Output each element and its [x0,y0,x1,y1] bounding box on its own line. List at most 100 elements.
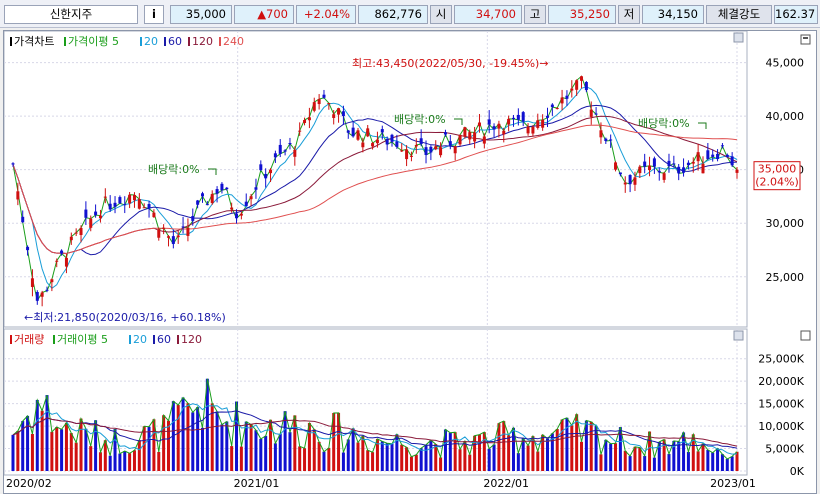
volume-bar[interactable] [594,426,598,471]
volume-bar[interactable] [366,450,370,471]
volume-bar[interactable] [390,443,394,471]
candle-body[interactable] [220,183,224,191]
volume-bar[interactable] [11,434,15,471]
candle-body[interactable] [623,182,627,185]
candle-body[interactable] [439,147,443,156]
volume-bar[interactable] [492,444,496,471]
volume-bar[interactable] [473,435,477,471]
volume-bar[interactable] [351,428,355,471]
volume-bar[interactable] [419,448,423,471]
volume-bar[interactable] [89,446,93,471]
candle-body[interactable] [361,142,365,148]
candle-body[interactable] [614,162,618,170]
volume-bar[interactable] [40,410,44,471]
maximize-price-panel-icon[interactable] [800,34,811,45]
candle-body[interactable] [142,207,146,209]
price-legend-label[interactable]: 60 [168,35,182,48]
candle-body[interactable] [191,216,195,221]
volume-bar[interactable] [273,443,277,471]
candle-body[interactable] [181,226,185,228]
candle-body[interactable] [278,144,282,154]
volume-bar[interactable] [380,441,384,471]
candle-body[interactable] [16,191,20,200]
candle-body[interactable] [210,194,214,204]
volume-bar[interactable] [643,455,647,471]
volume-bar[interactable] [672,440,676,471]
volume-bar[interactable] [429,440,433,471]
candle-body[interactable] [395,141,399,147]
volume-bar[interactable] [375,438,379,471]
candle-body[interactable] [283,150,287,152]
volume-bar[interactable] [497,423,501,471]
candle-body[interactable] [560,97,564,104]
volume-bar[interactable] [604,439,608,471]
volume-bar[interactable] [137,440,141,471]
candle-body[interactable] [89,218,93,228]
volume-bar[interactable] [191,412,195,471]
candle-body[interactable] [526,126,530,134]
candle-body[interactable] [132,195,136,201]
candle-body[interactable] [516,114,520,120]
candle-body[interactable] [711,154,715,157]
volume-bar[interactable] [298,446,302,471]
candle-body[interactable] [672,163,676,165]
candle-body[interactable] [443,132,447,135]
candle-body[interactable] [580,76,584,81]
volume-bar[interactable] [215,411,219,471]
candle-body[interactable] [322,94,326,98]
volume-bar[interactable] [220,424,224,471]
volume-bar[interactable] [356,442,360,471]
candle-body[interactable] [492,126,496,130]
volume-bar[interactable] [239,446,243,471]
candle-body[interactable] [594,113,598,115]
candle-body[interactable] [152,212,156,218]
candle-body[interactable] [332,114,336,118]
candle-body[interactable] [405,149,409,160]
candle-body[interactable] [21,216,25,223]
candle-body[interactable] [473,132,477,142]
volume-bar[interactable] [477,434,481,471]
volume-bar[interactable] [74,442,78,471]
volume-bar[interactable] [711,452,715,471]
volume-bar[interactable] [550,433,554,471]
candle-body[interactable] [686,162,690,166]
candle-body[interactable] [730,156,734,166]
candle-body[interactable] [269,169,273,174]
volume-bar[interactable] [623,450,627,471]
volume-bar[interactable] [322,451,326,471]
volume-bar[interactable] [735,451,739,471]
volume-bar[interactable] [312,429,316,471]
volume-bar[interactable] [443,429,447,471]
candle-body[interactable] [424,147,428,155]
candle-body[interactable] [545,115,549,118]
volume-bar[interactable] [132,450,136,471]
candle-body[interactable] [604,138,608,141]
volume-bar[interactable] [541,434,545,471]
candle-body[interactable] [64,257,68,267]
volume-bar[interactable] [682,432,686,471]
candle-body[interactable] [30,278,34,287]
candle-body[interactable] [128,194,132,204]
candle-body[interactable] [351,127,355,137]
volume-bar[interactable] [327,447,331,471]
candle-body[interactable] [303,120,307,124]
volume-bar[interactable] [570,425,574,471]
candle-body[interactable] [570,88,574,91]
volume-bar[interactable] [720,454,724,471]
volume-bar[interactable] [235,401,239,471]
candle-body[interactable] [400,150,404,152]
volume-bar[interactable] [400,444,404,471]
candle-body[interactable] [176,235,180,238]
volume-bar[interactable] [652,457,656,471]
candle-body[interactable] [171,236,175,244]
candle-body[interactable] [419,138,423,145]
volume-bar[interactable] [30,433,34,471]
candle-body[interactable] [79,227,83,236]
candle-body[interactable] [390,134,394,142]
volume-bar[interactable] [317,441,321,471]
volume-legend-label[interactable]: 20 [133,333,147,346]
volume-bar[interactable] [166,420,170,471]
volume-bar[interactable] [26,415,30,471]
candle-body[interactable] [264,173,268,179]
candle-body[interactable] [643,161,647,167]
